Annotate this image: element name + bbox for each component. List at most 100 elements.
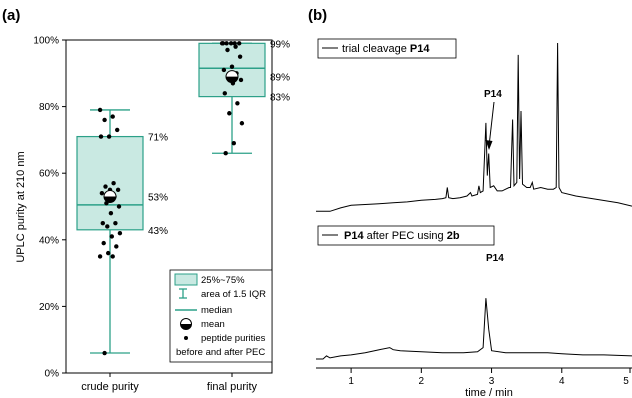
data-point <box>232 41 237 46</box>
data-point <box>102 117 107 123</box>
panel-a-ylabel: UPLC purity at 210 nm <box>15 151 27 262</box>
x-category-label: final purity <box>207 381 258 393</box>
legend-mean-swatch <box>180 318 192 330</box>
legend-points-swatch <box>184 336 188 340</box>
x-tick-label: 5 <box>623 376 629 387</box>
data-point <box>97 107 103 113</box>
trace1-legend: trial cleavage P14 <box>317 38 457 59</box>
iqr-box <box>198 42 266 98</box>
data-point <box>231 141 236 146</box>
y-tick-label: 80% <box>39 102 59 113</box>
data-point <box>106 250 111 256</box>
data-point <box>222 91 227 96</box>
panel-b-label: (b) <box>308 7 327 24</box>
data-point <box>103 184 108 189</box>
data-point <box>237 41 242 46</box>
data-point <box>110 254 115 259</box>
data-point <box>105 224 110 229</box>
data-point <box>225 47 230 53</box>
y-tick-label: 40% <box>39 235 59 246</box>
data-point <box>115 187 121 193</box>
q1-label: 43% <box>148 226 168 237</box>
data-point <box>220 41 226 46</box>
panel-b-traces <box>316 42 632 360</box>
data-point <box>100 220 106 226</box>
x-tick-label: 3 <box>489 376 495 387</box>
data-point <box>221 67 227 73</box>
legend-points-label-1: peptide purities <box>201 333 266 344</box>
panel-a-boxes: 71% 53% 43% 99% 89% 83% <box>76 39 290 356</box>
data-point <box>223 151 228 156</box>
legend-box-swatch <box>174 273 198 286</box>
data-point <box>111 180 116 186</box>
data-point <box>237 54 243 59</box>
trace2-legend: P14 after PEC using 2b <box>317 225 495 246</box>
data-point <box>228 41 234 46</box>
panel-a-label: (a) <box>2 7 20 24</box>
q3-label: 99% <box>270 39 290 50</box>
data-point <box>233 44 238 49</box>
mean-marker-fill <box>104 196 116 203</box>
legend-points-label-2: before and after PEC <box>176 347 265 358</box>
data-point <box>224 41 229 46</box>
data-point <box>115 127 120 133</box>
data-point <box>116 204 122 209</box>
x-tick-label: 1 <box>348 376 354 387</box>
chromatogram-trace-1 <box>316 42 632 212</box>
y-tick-label: 60% <box>39 169 59 180</box>
y-tick-label: 100% <box>33 36 59 47</box>
legend-whisker-label: area of 1.5 IQR <box>201 289 266 300</box>
mean-marker-fill <box>226 76 238 83</box>
svg-text:trial cleavage P14: trial cleavage P14 <box>342 43 430 55</box>
trace2-legend-text: after PEC using <box>364 230 447 242</box>
x-tick-label: 2 <box>419 376 425 387</box>
data-point <box>238 77 244 83</box>
data-point <box>106 134 112 139</box>
data-point <box>99 190 105 196</box>
data-point <box>227 111 232 116</box>
data-point <box>114 244 119 249</box>
trace1-peak-label: P14 <box>484 89 502 100</box>
q3-label: 71% <box>148 133 168 144</box>
legend-mean-label: mean <box>201 319 225 330</box>
box-1: 99% 89% 83% <box>198 39 290 156</box>
data-point <box>101 240 106 246</box>
legend-whisker-swatch <box>179 288 187 299</box>
iqr-box <box>76 135 144 231</box>
data-point <box>117 230 123 236</box>
data-point <box>102 350 107 356</box>
q1-label: 83% <box>270 93 290 104</box>
data-point <box>110 114 115 119</box>
data-point <box>235 101 240 106</box>
data-point <box>113 220 118 226</box>
data-point <box>98 134 104 139</box>
y-tick-label: 20% <box>39 302 59 313</box>
trace2-peak-label: P14 <box>486 253 504 264</box>
panel-a-y-axis: 0% 20% 40% 60% 80% 100% <box>33 36 66 380</box>
trace2-legend-bold2: 2b <box>447 230 460 242</box>
panel-b-xlabel: time / min <box>465 387 513 398</box>
panel-b-x-axis: 1 2 3 4 5 <box>348 368 631 387</box>
trace1-legend-bold: P14 <box>410 43 430 55</box>
legend-box-label: 25%~75% <box>201 275 245 286</box>
y-tick-label: 0% <box>45 369 60 380</box>
data-point <box>109 234 115 239</box>
data-point <box>239 121 245 126</box>
x-category-label: crude purity <box>81 381 139 393</box>
trace1-legend-text: trial cleavage <box>342 43 410 55</box>
svg-text:P14 after PEC using 2b: P14 after PEC using 2b <box>344 230 460 242</box>
mean-label: 89% <box>270 73 290 84</box>
data-point <box>97 254 103 259</box>
chromatogram-trace-2 <box>316 298 632 360</box>
x-tick-label: 4 <box>559 376 565 387</box>
panel-a-frame <box>65 39 273 374</box>
panel-a-x-axis: crude purity final purity <box>81 373 258 393</box>
legend-median-label: median <box>201 305 232 316</box>
data-point <box>108 210 114 216</box>
box-0: 71% 53% 43% <box>76 107 168 356</box>
trace2-legend-bold: P14 <box>344 230 364 242</box>
trace1-peak-arrow <box>485 101 495 150</box>
panel-a-legend: 25%~75% area of 1.5 IQR median mean pept… <box>169 269 273 363</box>
mean-label: 53% <box>148 193 168 204</box>
